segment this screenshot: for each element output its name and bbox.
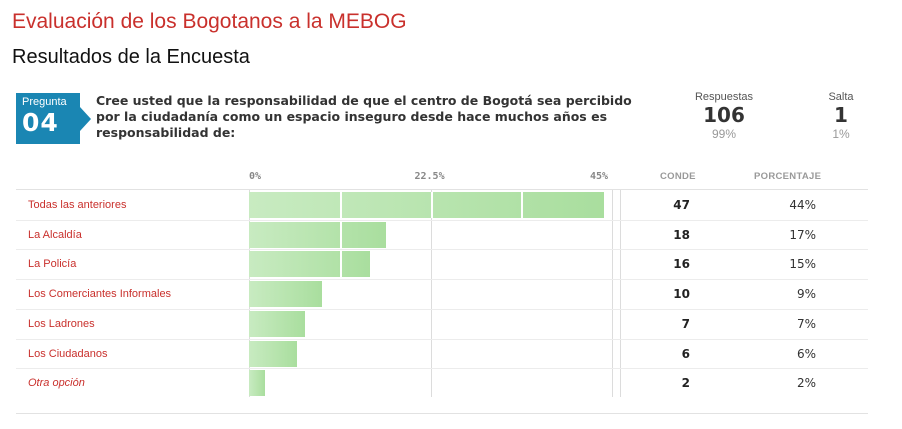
responses-stat: Respuestas 106 99%	[686, 91, 762, 141]
skipped-stat: Salta 1 1%	[808, 91, 874, 141]
bar-segment-divider	[339, 192, 342, 218]
skipped-percent: 1%	[832, 127, 850, 141]
percent-value-2: 15%	[789, 257, 816, 272]
question-text: Cree usted que la responsabilidad de que…	[96, 93, 632, 140]
bar-5	[249, 340, 298, 367]
responses-value: 106	[703, 103, 745, 127]
category-label-5: Los Ciudadanos	[28, 347, 108, 360]
bar-1	[249, 221, 387, 248]
percent-value-0: 44%	[789, 198, 816, 212]
bar-4	[249, 310, 306, 337]
skipped-value: 1	[834, 103, 848, 127]
question-badge-label: Pregunta	[22, 96, 67, 108]
count-value-2: 16	[673, 257, 690, 272]
count-value-6: 2	[681, 376, 690, 391]
row-divider-5	[16, 338, 868, 340]
gridline-2	[612, 190, 613, 397]
tick-label-0: 0%	[249, 171, 262, 182]
count-value-1: 18	[673, 227, 690, 242]
bar-2	[249, 251, 370, 278]
row-divider-1	[16, 219, 868, 221]
percent-column-header: PORCENTAJE	[754, 171, 822, 182]
question-number: 04	[22, 108, 59, 137]
percent-value-3: 9%	[796, 287, 816, 302]
survey-title: Evaluación de los Bogotanos a la MEBOG	[12, 10, 407, 33]
percent-value-1: 17%	[789, 227, 816, 242]
category-label-2: La Policía	[28, 258, 77, 271]
skipped-label: Salta	[828, 91, 854, 103]
count-column-header: CONDE	[660, 171, 696, 182]
count-value-3: 10	[673, 287, 690, 302]
tick-label-2: 45%	[590, 171, 609, 182]
count-value-4: 7	[681, 316, 690, 331]
percent-value-5: 6%	[796, 346, 816, 361]
gridline-1	[430, 190, 432, 397]
responses-percent: 99%	[711, 127, 737, 141]
category-label-6: Otra opción	[28, 377, 85, 390]
question-badge: Pregunta 04	[16, 93, 91, 144]
category-label-1: La Alcaldía	[28, 228, 82, 241]
bar-segment-divider	[521, 192, 524, 218]
row-divider-3	[16, 279, 868, 281]
row-divider-4	[16, 308, 868, 310]
bar-6	[249, 370, 266, 397]
plot-right-border	[620, 190, 621, 397]
bar-segment-divider	[339, 251, 342, 278]
bar-segment-divider	[339, 221, 342, 248]
row-divider-6	[16, 368, 868, 370]
percent-value-6: 2%	[796, 376, 816, 391]
row-divider-2	[16, 249, 868, 251]
percent-value-4: 7%	[796, 316, 816, 331]
category-label-3: Los Comerciantes Informales	[28, 288, 172, 301]
category-label-0: Todas las anteriores	[28, 199, 127, 211]
bar-segment-divider	[430, 192, 433, 218]
table-top-line	[16, 189, 868, 190]
count-value-0: 47	[673, 198, 690, 212]
responses-label: Respuestas	[694, 91, 754, 103]
table-bottom-line	[16, 413, 868, 414]
bar-3	[249, 281, 322, 308]
bar-0	[249, 192, 604, 218]
tick-label-1: 22.5%	[414, 171, 445, 182]
category-label-4: Los Ladrones	[28, 317, 95, 330]
results-title: Resultados de la Encuesta	[12, 46, 250, 68]
count-value-5: 6	[681, 346, 690, 361]
